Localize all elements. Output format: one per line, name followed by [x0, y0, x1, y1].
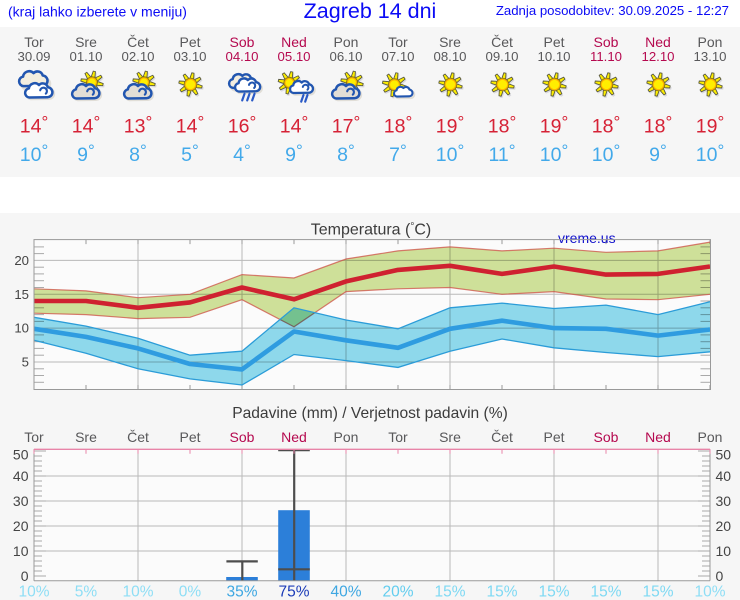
svg-text:7°: 7° — [389, 141, 407, 166]
svg-text:10%: 10% — [18, 584, 49, 600]
svg-text:Pon: Pon — [334, 34, 359, 50]
svg-text:Ned: Ned — [281, 429, 307, 445]
svg-text:11.10: 11.10 — [590, 49, 622, 64]
svg-text:Ned: Ned — [645, 429, 671, 445]
svg-text:Pet: Pet — [543, 34, 564, 50]
svg-text:Padavine (mm) / Verjetnost pad: Padavine (mm) / Verjetnost padavin (%) — [232, 405, 508, 422]
svg-text:10: 10 — [14, 321, 29, 336]
svg-text:04.10: 04.10 — [225, 49, 258, 64]
svg-text:Zadnja posodobitev: 30.09.2025: Zadnja posodobitev: 30.09.2025 - 12:27 — [496, 3, 729, 18]
svg-text:Tor: Tor — [24, 429, 44, 445]
svg-text:20%: 20% — [382, 584, 413, 600]
svg-text:Sob: Sob — [594, 34, 619, 50]
svg-text:18°: 18° — [592, 112, 621, 137]
svg-text:30: 30 — [13, 493, 29, 509]
svg-text:Sre: Sre — [439, 429, 461, 445]
svg-text:75%: 75% — [278, 584, 309, 600]
svg-text:09.10: 09.10 — [485, 49, 518, 64]
svg-text:06.10: 06.10 — [329, 49, 362, 64]
svg-text:Čet: Čet — [491, 34, 513, 50]
svg-text:15%: 15% — [486, 584, 517, 600]
svg-text:15%: 15% — [590, 584, 621, 600]
svg-text:50: 50 — [13, 447, 29, 463]
svg-text:20: 20 — [716, 518, 732, 534]
svg-text:12.10: 12.10 — [641, 49, 674, 64]
svg-text:Pon: Pon — [334, 429, 359, 445]
svg-text:vreme.us: vreme.us — [558, 230, 616, 246]
svg-text:15%: 15% — [434, 584, 465, 600]
svg-text:5°: 5° — [181, 141, 199, 166]
svg-text:20: 20 — [13, 518, 29, 534]
svg-text:0%: 0% — [179, 584, 202, 600]
svg-text:Sre: Sre — [439, 34, 461, 50]
svg-text:Sre: Sre — [75, 34, 97, 50]
svg-text:30.09: 30.09 — [17, 49, 50, 64]
svg-text:Pon: Pon — [698, 34, 723, 50]
svg-text:9°: 9° — [77, 141, 95, 166]
svg-text:(kraj lahko izberete v meniju): (kraj lahko izberete v meniju) — [8, 4, 187, 20]
svg-text:Pon: Pon — [698, 429, 723, 445]
svg-text:07.10: 07.10 — [381, 49, 414, 64]
svg-text:Tor: Tor — [24, 34, 44, 50]
svg-text:8°: 8° — [337, 141, 355, 166]
svg-text:01.10: 01.10 — [69, 49, 102, 64]
svg-text:Tor: Tor — [388, 34, 408, 50]
svg-text:10.10: 10.10 — [537, 49, 570, 64]
svg-text:19°: 19° — [696, 112, 725, 137]
svg-text:Sob: Sob — [230, 34, 255, 50]
svg-text:10%: 10% — [694, 584, 725, 600]
svg-text:Čet: Čet — [127, 429, 149, 445]
svg-text:40%: 40% — [330, 584, 361, 600]
svg-text:9°: 9° — [285, 141, 303, 166]
svg-text:8°: 8° — [129, 141, 147, 166]
svg-text:Čet: Čet — [127, 34, 149, 50]
svg-text:Pet: Pet — [179, 429, 200, 445]
svg-text:03.10: 03.10 — [173, 49, 206, 64]
svg-text:Sre: Sre — [75, 429, 97, 445]
svg-text:40: 40 — [716, 468, 732, 484]
svg-text:Sob: Sob — [230, 429, 255, 445]
svg-text:35%: 35% — [226, 584, 257, 600]
svg-text:02.10: 02.10 — [121, 49, 154, 64]
svg-text:9°: 9° — [649, 141, 667, 166]
svg-text:Ned: Ned — [645, 34, 671, 50]
svg-text:4°: 4° — [233, 141, 251, 166]
svg-text:Ned: Ned — [281, 34, 307, 50]
svg-text:50: 50 — [716, 447, 732, 463]
svg-text:5%: 5% — [75, 584, 98, 600]
svg-text:13.10: 13.10 — [693, 49, 726, 64]
svg-text:Pet: Pet — [543, 429, 564, 445]
svg-text:0: 0 — [716, 568, 724, 584]
svg-text:11°: 11° — [488, 141, 515, 166]
svg-text:5: 5 — [22, 355, 29, 370]
svg-text:40: 40 — [13, 468, 29, 484]
svg-text:Pet: Pet — [179, 34, 200, 50]
svg-text:10: 10 — [13, 543, 29, 559]
svg-text:10%: 10% — [122, 584, 153, 600]
svg-text:15%: 15% — [538, 584, 569, 600]
svg-text:15%: 15% — [642, 584, 673, 600]
svg-text:10: 10 — [716, 543, 732, 559]
svg-text:20: 20 — [14, 253, 29, 268]
svg-text:Zagreb 14 dni: Zagreb 14 dni — [304, 0, 437, 23]
svg-text:08.10: 08.10 — [433, 49, 466, 64]
svg-text:30: 30 — [716, 493, 732, 509]
svg-text:Sob: Sob — [594, 429, 619, 445]
svg-text:Temperatura (°C): Temperatura (°C) — [311, 221, 431, 238]
svg-text:Čet: Čet — [491, 429, 513, 445]
svg-text:15: 15 — [14, 287, 29, 302]
svg-text:Tor: Tor — [388, 429, 408, 445]
svg-text:05.10: 05.10 — [277, 49, 310, 64]
svg-text:0: 0 — [21, 568, 29, 584]
